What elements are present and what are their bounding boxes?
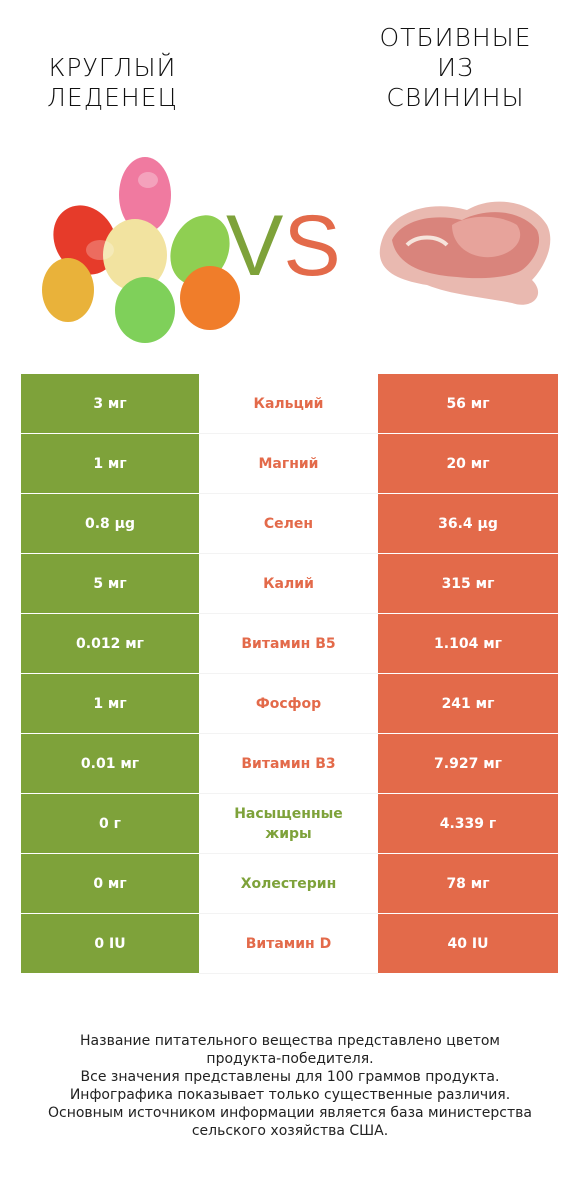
table-row: 3 мг Кальций 56 мг	[21, 374, 558, 434]
left-value-cell: 0 IU	[21, 914, 199, 973]
left-value-cell: 0.012 мг	[21, 614, 199, 673]
table-row: 0.01 мг Витамин B3 7.927 мг	[21, 734, 558, 794]
footer-line: Название питательного вещества представл…	[80, 1033, 500, 1049]
nutrient-name: Витамин D	[245, 935, 332, 952]
nutrient-name-cell: Холестерин	[199, 854, 378, 914]
left-value-cell: 3 мг	[21, 374, 199, 433]
right-value-cell: 7.927 мг	[378, 734, 558, 793]
right-value-cell: 40 IU	[378, 914, 558, 973]
left-value-cell: 0.01 мг	[21, 734, 199, 793]
nutrient-name: Фосфор	[255, 695, 322, 712]
nutrient-name-cell: Насыщенные жиры	[199, 794, 378, 854]
footer-line: сельского хозяйства США.	[191, 1123, 389, 1139]
row-divider	[21, 433, 558, 434]
footer-line: Инфографика показывает только существенн…	[69, 1087, 511, 1103]
right-value-cell: 1.104 мг	[378, 614, 558, 673]
nutrient-name-cell: Витамин B5	[199, 614, 378, 674]
nutrient-name-cell: Магний	[199, 434, 378, 494]
left-value-cell: 1 мг	[21, 434, 199, 493]
table-row: 0.8 µg Селен 36.4 µg	[21, 494, 558, 554]
table-row: 0.012 мг Витамин B5 1.104 мг	[21, 614, 558, 674]
footer-line: Основным источником информации является …	[48, 1105, 532, 1121]
row-divider	[21, 793, 558, 794]
row-divider	[21, 613, 558, 614]
vs-v-letter: V	[226, 198, 284, 294]
right-value-cell: 78 мг	[378, 854, 558, 913]
right-value-cell: 56 мг	[378, 374, 558, 433]
row-divider	[21, 553, 558, 554]
row-divider	[21, 733, 558, 734]
row-divider	[21, 853, 558, 854]
right-value-cell: 4.339 г	[378, 794, 558, 853]
pork-chop-image	[379, 201, 551, 305]
footer-line: продукта-победителя.	[206, 1051, 374, 1067]
nutrient-name: Витамин B5	[241, 635, 336, 652]
table-row: 0 мг Холестерин 78 мг	[21, 854, 558, 914]
nutrient-name-cell: Кальций	[199, 374, 378, 434]
right-value-cell: 36.4 µg	[378, 494, 558, 553]
nutrient-name-cell: Калий	[199, 554, 378, 614]
nutrient-comparison-table: 3 мг Кальций 56 мг 1 мг Магний 20 мг 0.8 µg Сел…	[21, 374, 558, 974]
nutrient-name: Магний	[258, 455, 319, 472]
right-value-cell: 20 мг	[378, 434, 558, 493]
footer-line: Все значения представлены для 100 граммо…	[80, 1069, 500, 1085]
round-candy-image	[42, 157, 240, 343]
nutrient-name: Калий	[263, 575, 314, 592]
left-value-cell: 0 г	[21, 794, 199, 853]
nutrient-name: Кальций	[253, 395, 324, 412]
footer-notes: Название питательного вещества представл…	[20, 1032, 560, 1140]
versus-label: VS	[226, 196, 341, 296]
table-row: 1 мг Магний 20 мг	[21, 434, 558, 494]
nutrient-name-cell: Селен	[199, 494, 378, 554]
nutrient-name-cell: Витамин B3	[199, 734, 378, 794]
nutrient-name-cell: Витамин D	[199, 914, 378, 974]
vs-s-letter: S	[283, 198, 341, 294]
table-row: 1 мг Фосфор 241 мг	[21, 674, 558, 734]
row-divider	[21, 973, 558, 974]
left-value-cell: 1 мг	[21, 674, 199, 733]
table-row: 0 IU Витамин D 40 IU	[21, 914, 558, 974]
nutrient-name: Насыщенные жиры	[234, 805, 343, 842]
nutrient-name-cell: Фосфор	[199, 674, 378, 734]
table-row: 5 мг Калий 315 мг	[21, 554, 558, 614]
left-value-cell: 0 мг	[21, 854, 199, 913]
table-row: 0 г Насыщенные жиры 4.339 г	[21, 794, 558, 854]
row-divider	[21, 493, 558, 494]
left-value-cell: 0.8 µg	[21, 494, 199, 553]
row-divider	[21, 913, 558, 914]
nutrient-name: Холестерин	[240, 875, 337, 892]
left-value-cell: 5 мг	[21, 554, 199, 613]
right-value-cell: 241 мг	[378, 674, 558, 733]
row-divider	[21, 673, 558, 674]
nutrient-name: Витамин B3	[241, 755, 336, 772]
left-product-title: КРУГЛЫЙ ЛЕДЕНЕЦ	[47, 53, 178, 112]
nutrient-name: Селен	[263, 515, 314, 532]
right-product-title: ОТБИВНЫЕ ИЗ СВИНИНЫ	[379, 23, 532, 112]
right-value-cell: 315 мг	[378, 554, 558, 613]
